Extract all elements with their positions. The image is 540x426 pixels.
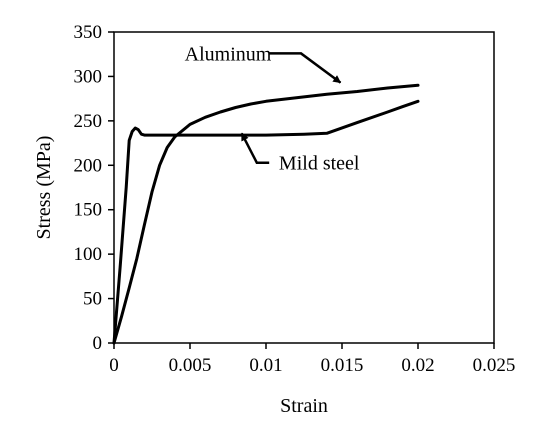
y-axis-ticks: 0 50 100 150 200 250 300 350 [74,22,114,354]
annotation-layer: Aluminum Mild steel [185,43,360,174]
x-axis-ticks: 0 0.005 0.01 0.015 0.02 0.025 [109,343,515,376]
x-tick-label: 0.015 [321,355,364,376]
x-axis-title: Strain [280,395,328,417]
annotation-arrow-mild-steel [240,132,270,164]
annotation-label-aluminum: Aluminum [185,43,272,65]
y-tick-label: 350 [74,22,103,43]
y-axis-title: Stress (MPa) [33,136,55,240]
x-tick-label: 0.025 [473,355,516,376]
y-tick-label: 50 [83,289,102,310]
y-tick-label: 0 [93,333,103,354]
x-tick-label: 0.01 [249,355,282,376]
y-tick-label: 150 [74,200,103,221]
annotation-arrow-aluminum [268,52,342,84]
y-tick-label: 250 [74,111,103,132]
y-tick-label: 100 [74,244,103,265]
x-tick-label: 0.02 [401,355,434,376]
annotation-label-mild-steel: Mild steel [279,153,360,175]
plot-frame [113,31,495,344]
series-line-mild-steel [112,99,420,345]
series-layer [112,83,420,345]
x-tick-label: 0.005 [169,355,212,376]
series-line-aluminum [112,83,420,345]
y-tick-label: 300 [74,66,103,87]
x-tick-label: 0 [109,355,119,376]
y-tick-label: 200 [74,155,103,176]
